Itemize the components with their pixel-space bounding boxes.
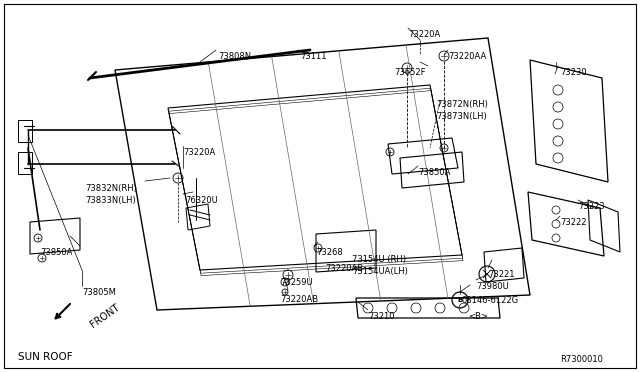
Text: 73268: 73268 bbox=[316, 248, 343, 257]
Text: 73259U: 73259U bbox=[280, 278, 312, 287]
Text: 73210: 73210 bbox=[368, 312, 394, 321]
Text: 08146-6122G: 08146-6122G bbox=[462, 296, 519, 305]
Text: 73220AB: 73220AB bbox=[280, 295, 318, 304]
Text: 73652F: 73652F bbox=[394, 68, 426, 77]
Text: 73220A: 73220A bbox=[183, 148, 215, 157]
Text: 73850A: 73850A bbox=[40, 248, 72, 257]
Text: FRONT: FRONT bbox=[88, 302, 121, 330]
Text: 73154UA(LH): 73154UA(LH) bbox=[352, 267, 408, 276]
Text: 73221: 73221 bbox=[488, 270, 515, 279]
Text: 73111: 73111 bbox=[300, 52, 326, 61]
Text: 73220AA: 73220AA bbox=[448, 52, 486, 61]
Text: 73223: 73223 bbox=[578, 202, 605, 211]
Text: SUN ROOF: SUN ROOF bbox=[18, 352, 72, 362]
Text: 73805M: 73805M bbox=[82, 288, 116, 297]
Text: 73833N(LH): 73833N(LH) bbox=[85, 196, 136, 205]
Text: 73220A: 73220A bbox=[408, 30, 440, 39]
Text: 73873N(LH): 73873N(LH) bbox=[436, 112, 487, 121]
Text: 73220AB: 73220AB bbox=[325, 264, 363, 273]
Text: 73872N(RH): 73872N(RH) bbox=[436, 100, 488, 109]
Text: 73980U: 73980U bbox=[476, 282, 509, 291]
Text: 73154U (RH): 73154U (RH) bbox=[352, 255, 406, 264]
Text: B: B bbox=[458, 297, 463, 303]
Text: 73230: 73230 bbox=[560, 68, 587, 77]
Text: 73832N(RH): 73832N(RH) bbox=[85, 184, 137, 193]
Text: <B>: <B> bbox=[468, 312, 488, 321]
Text: 73808N: 73808N bbox=[218, 52, 251, 61]
Text: 73850A: 73850A bbox=[418, 168, 451, 177]
Text: 76320U: 76320U bbox=[185, 196, 218, 205]
Text: R7300010: R7300010 bbox=[560, 355, 603, 364]
Text: 73222: 73222 bbox=[560, 218, 586, 227]
